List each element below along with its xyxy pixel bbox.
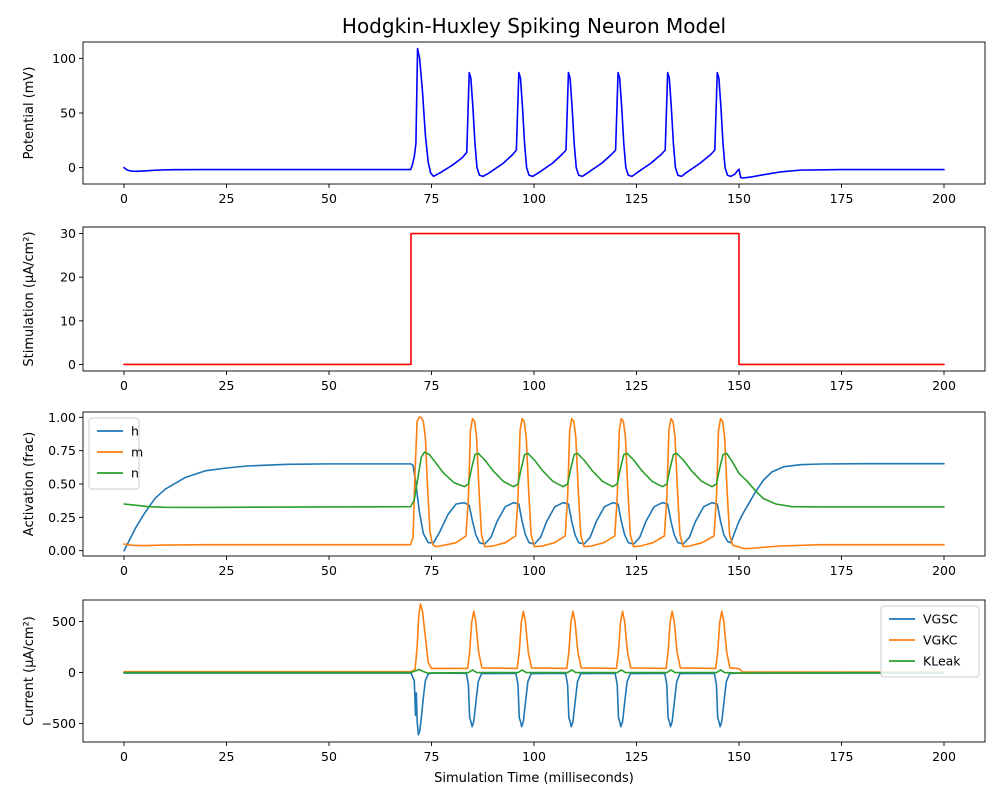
y-tick-label: 0.25	[48, 510, 76, 525]
x-tick-label: 100	[522, 563, 546, 578]
x-tick-label: 200	[932, 378, 956, 393]
x-tick-label: 150	[727, 563, 751, 578]
x-tick-label: 25	[219, 191, 235, 206]
legend-label-n: n	[131, 466, 139, 481]
legend: hmn	[88, 417, 143, 490]
x-tick-label: 150	[727, 378, 751, 393]
x-tick-label: 75	[424, 378, 440, 393]
y-tick-label: −500	[42, 716, 76, 731]
panel-activation: 0 25 50 75 100 125 150 175 200 0.00 0.25 0.50 0.75 1.…	[22, 410, 986, 578]
x-tick-label: 125	[625, 191, 649, 206]
y-tick-label: 0.75	[48, 443, 76, 458]
x-tick-label: 125	[625, 563, 649, 578]
series-group	[123, 603, 945, 736]
series-group	[123, 416, 945, 552]
x-tick-label: 50	[321, 749, 337, 764]
x-tick-label: 175	[830, 749, 854, 764]
y-axis-label: Activation (frac)	[22, 432, 37, 536]
x-tick-label: 100	[522, 378, 546, 393]
x-tick-label: 175	[830, 191, 854, 206]
x-tick-label: 200	[932, 563, 956, 578]
x-tick-label: 50	[321, 191, 337, 206]
x-tick-label: 75	[424, 749, 440, 764]
x-tick-label: 50	[321, 378, 337, 393]
x-tick-label: 0	[120, 191, 128, 206]
y-tick-label: 0	[68, 357, 76, 372]
x-tick-label: 150	[727, 749, 751, 764]
legend-label-vgsc: VGSC	[923, 612, 958, 627]
x-tick-label: 100	[522, 191, 546, 206]
series-line-m	[123, 416, 945, 550]
x-tick-label: 50	[321, 563, 337, 578]
legend-label-vgkc: VGKC	[923, 633, 958, 648]
series-line-n	[123, 451, 945, 509]
x-tick-label: 0	[120, 749, 128, 764]
legend-label-kleak: KLeak	[923, 654, 961, 669]
series-line-kleak	[123, 668, 945, 674]
chart-title: Hodgkin-Huxley Spiking Neuron Model	[342, 14, 726, 38]
y-tick-label: 20	[60, 270, 76, 285]
x-tick-label: 175	[830, 563, 854, 578]
series-line-h	[123, 462, 945, 552]
legend-box	[88, 417, 140, 490]
y-tick-label: 0.50	[48, 477, 76, 492]
series-group	[123, 232, 945, 366]
y-tick-label: 1.00	[48, 410, 76, 425]
series-line-potential	[123, 47, 945, 179]
x-tick-label: 200	[932, 191, 956, 206]
x-tick-label: 0	[120, 378, 128, 393]
series-group	[123, 47, 945, 179]
legend-label-h: h	[131, 424, 139, 439]
y-tick-label: 0.00	[48, 543, 76, 558]
y-tick-label: 50	[60, 106, 76, 121]
x-axis-label: Simulation Time (milliseconds)	[434, 771, 634, 786]
panel-potential: 0 25 50 75 100 125 150 175 200 0 50 100 Potential (m…	[22, 41, 986, 206]
legend-box	[880, 605, 980, 678]
y-tick-label: 100	[52, 51, 76, 66]
x-tick-label: 200	[932, 749, 956, 764]
series-line-vgkc	[123, 603, 945, 673]
x-tick-label: 75	[424, 191, 440, 206]
legend-label-m: m	[131, 445, 143, 460]
x-tick-label: 0	[120, 563, 128, 578]
x-tick-label: 175	[830, 378, 854, 393]
y-tick-label: 0	[68, 160, 76, 175]
y-axis-label: Current (µA/cm²)	[22, 616, 37, 726]
y-axis-label: Potential (mV)	[22, 67, 37, 160]
y-tick-label: 500	[52, 614, 76, 629]
legend: VGSC VGKC KLeak	[880, 605, 980, 678]
x-tick-label: 25	[219, 749, 235, 764]
series-line-stimulation	[123, 232, 945, 366]
y-axis-label: Stimulation (µA/cm²)	[22, 231, 37, 366]
x-tick-label: 125	[625, 749, 649, 764]
x-tick-label: 125	[625, 378, 649, 393]
x-tick-label: 75	[424, 563, 440, 578]
x-tick-label: 25	[219, 378, 235, 393]
x-tick-label: 100	[522, 749, 546, 764]
y-tick-label: 0	[68, 665, 76, 680]
y-tick-label: 30	[60, 226, 76, 241]
panel-current: 0 25 50 75 100 125 150 175 200 −500 0 500 Current (µ…	[22, 599, 986, 764]
y-tick-label: 10	[60, 313, 76, 328]
panel-stimulation: 0 25 50 75 100 125 150 175 200 0 10 20 30 Stimulation…	[22, 226, 986, 393]
x-tick-label: 150	[727, 191, 751, 206]
x-tick-label: 25	[219, 563, 235, 578]
